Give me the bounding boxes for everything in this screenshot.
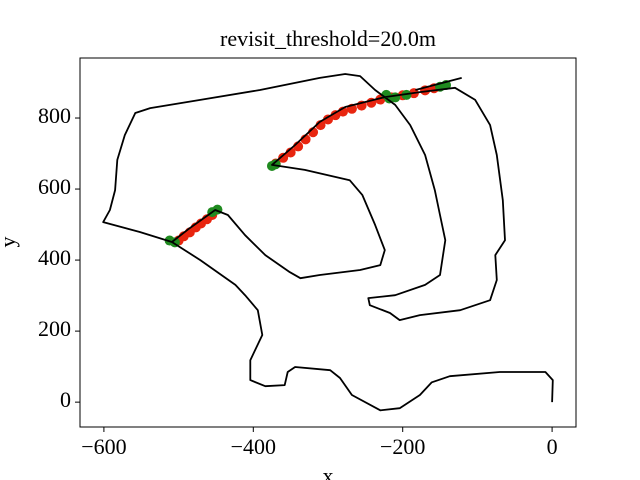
chart-title: revisit_threshold=20.0m xyxy=(220,26,436,51)
y-tick-label: 200 xyxy=(38,316,71,341)
x-tick-label: −400 xyxy=(231,434,276,459)
y-tick-label: 0 xyxy=(60,387,71,412)
x-tick-label: 0 xyxy=(547,434,558,459)
point xyxy=(323,114,333,125)
x-axis-label: x xyxy=(323,463,334,480)
y-tick-label: 600 xyxy=(38,174,71,199)
point xyxy=(278,152,289,163)
trajectory-line xyxy=(102,73,554,412)
x-tick-label: −200 xyxy=(380,434,425,459)
axes-frame xyxy=(79,57,577,428)
x-tick-label: −600 xyxy=(81,434,126,459)
point xyxy=(401,89,412,100)
point xyxy=(390,92,401,103)
y-tick-label: 800 xyxy=(38,103,71,128)
y-tick-label: 400 xyxy=(38,245,71,270)
y-axis-label: y xyxy=(0,237,20,248)
point xyxy=(330,110,341,121)
